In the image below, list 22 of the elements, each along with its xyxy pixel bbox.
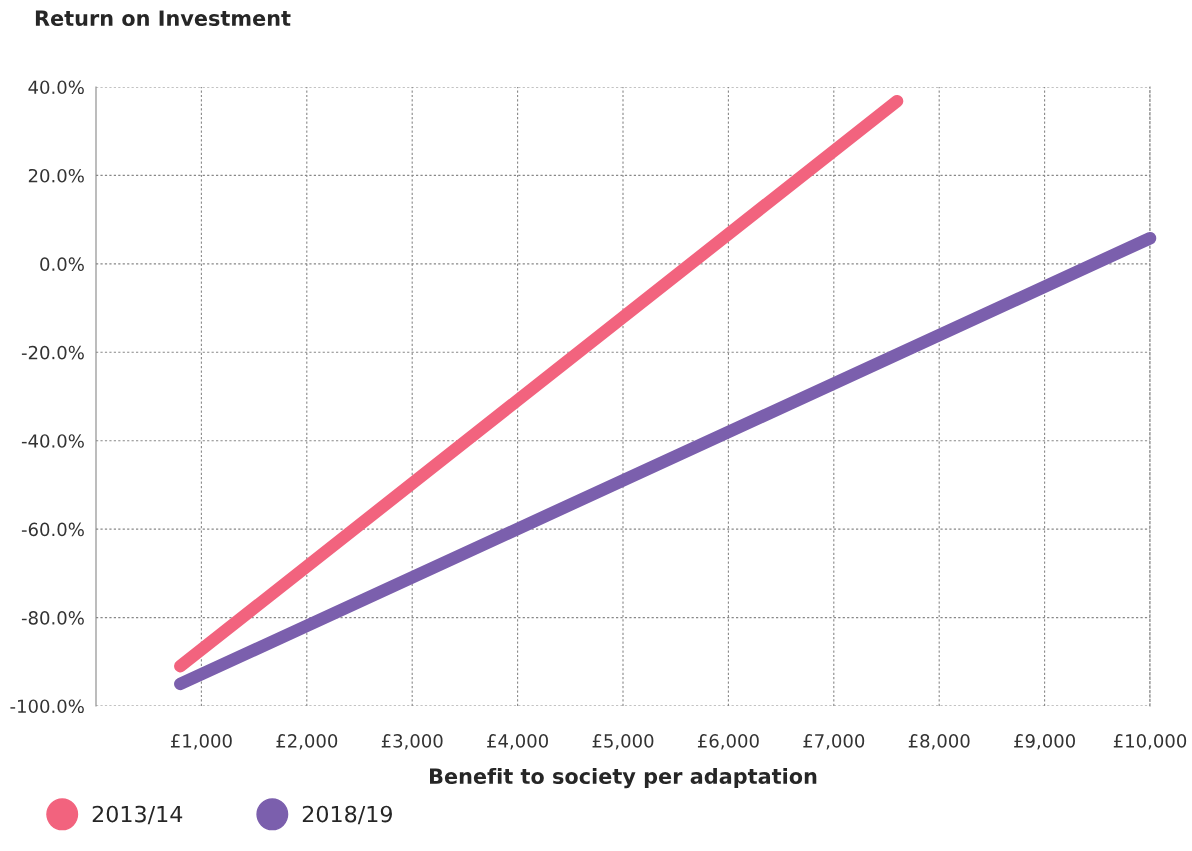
x-tick-label: £1,000 — [170, 734, 232, 750]
y-tick-label: 40.0% — [28, 80, 84, 95]
legend-label: 2018/19 — [302, 805, 392, 825]
x-tick-label: £10,000 — [1113, 734, 1187, 750]
y-tick-label: 20.0% — [28, 168, 84, 183]
x-tick-label: £7,000 — [803, 734, 865, 750]
x-tick-label: £8,000 — [908, 734, 970, 750]
legend-label: 2013/14 — [92, 805, 183, 825]
y-tick-label: -20.0% — [21, 345, 84, 360]
y-tick-label: -80.0% — [21, 611, 84, 625]
x-tick-label: £3,000 — [381, 734, 443, 750]
y-tick-label: -40.0% — [21, 434, 84, 448]
x-tick-label: £9,000 — [1014, 734, 1075, 750]
chart-title: Return on Investment — [35, 10, 291, 27]
x-axis-title: Benefit to society per adaptation — [430, 767, 817, 789]
y-tick-label: 0.0% — [40, 257, 84, 271]
y-tick-label: -100.0% — [10, 699, 84, 714]
x-tick-label: £2,000 — [276, 734, 338, 750]
y-tick-label: -60.0% — [21, 522, 84, 537]
x-tick-label: £4,000 — [487, 734, 548, 750]
x-tick-label: £6,000 — [697, 734, 759, 750]
x-tick-label: £5,000 — [592, 734, 654, 750]
